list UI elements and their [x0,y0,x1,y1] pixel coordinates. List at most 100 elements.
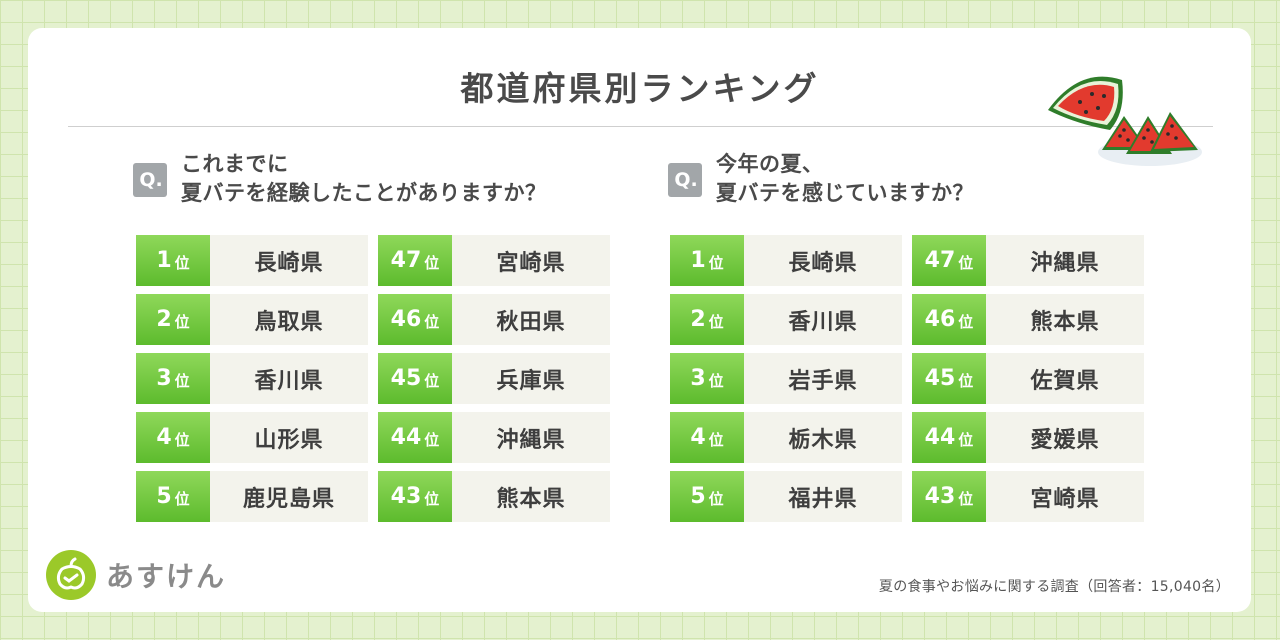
question-1-line1: これまでに [181,152,289,176]
rank-number: 45 [390,366,422,391]
prefecture-name: 香川県 [744,294,902,345]
prefecture-name: 沖縄県 [986,235,1144,286]
question-1-line2: 夏バテを経験したことがありますか？ [181,181,547,205]
ranking-row: 2 位 鳥取県 [136,294,368,345]
rank-suffix: 位 [958,372,974,390]
rank-suffix: 位 [424,490,440,508]
prefecture-name: 宮崎県 [452,235,610,286]
prefecture-name: 福井県 [744,471,902,522]
rank-number: 3 [690,366,706,391]
apple-logo-icon [46,550,96,600]
prefecture-name: 熊本県 [986,294,1144,345]
rank-number: 1 [690,248,706,273]
question-badge: Q. [668,163,702,197]
rank-number: 3 [156,366,172,391]
question-2-text: 今年の夏、 夏バテを感じていますか？ [716,150,974,208]
question-1: Q. これまでに 夏バテを経験したことがありますか？ [133,150,547,208]
rank-suffix: 位 [958,254,974,272]
ranking-row: 3 位岩手県 [670,353,902,404]
rank-suffix: 位 [174,254,190,272]
prefecture-name: 沖縄県 [452,412,610,463]
rank-suffix: 位 [424,254,440,272]
question-badge: Q. [133,163,167,197]
ranking-row: 1 位長崎県 [670,235,902,286]
prefecture-name: 愛媛県 [986,412,1144,463]
ranking-row: 44 位愛媛県 [912,412,1144,463]
ranking-row: 4 位山形県 [136,412,368,463]
rank-suffix: 位 [174,372,190,390]
ranking-row: 5 位福井県 [670,471,902,522]
rank-number: 47 [924,248,956,273]
rank-number: 44 [924,425,956,450]
prefecture-name: 兵庫県 [452,353,610,404]
rank-suffix: 位 [708,431,724,449]
rank-number: 5 [156,484,172,509]
rank-badge: 46 位 [912,294,986,345]
brand-logo: あすけん [46,550,226,600]
ranking-row: 44 位沖縄県 [378,412,610,463]
survey-1-bottom-ranking: 47 位宮崎県 46 位秋田県 45 位兵庫県 44 位沖縄県 43 位熊本県 [378,235,610,530]
survey-2-top-ranking: 1 位長崎県 2 位香川県 3 位岩手県 4 位栃木県 5 位福井県 [670,235,902,530]
title-divider [68,126,1213,127]
rank-number: 46 [390,307,422,332]
rank-suffix: 位 [958,490,974,508]
rank-suffix: 位 [708,313,724,331]
rank-suffix: 位 [424,372,440,390]
rank-badge: 45 位 [378,353,452,404]
logo-text: あすけん [106,560,227,593]
rank-badge: 47 位 [378,235,452,286]
question-1-text: これまでに 夏バテを経験したことがありますか？ [181,150,547,208]
prefecture-name: 長崎県 [210,235,368,286]
prefecture-name: 栃木県 [744,412,902,463]
rank-suffix: 位 [424,431,440,449]
rank-number: 43 [924,484,956,509]
ranking-row: 47 位沖縄県 [912,235,1144,286]
ranking-row: 46 位熊本県 [912,294,1144,345]
rank-badge: 43 位 [378,471,452,522]
survey-2-bottom-ranking: 47 位沖縄県 46 位熊本県 45 位佐賀県 44 位愛媛県 43 位宮崎県 [912,235,1144,530]
rank-suffix: 位 [174,313,190,331]
rank-badge: 47 位 [912,235,986,286]
rank-badge: 43 位 [912,471,986,522]
ranking-row: 3 位香川県 [136,353,368,404]
rank-suffix: 位 [708,254,724,272]
ranking-row: 43 位宮崎県 [912,471,1144,522]
prefecture-name: 鹿児島県 [210,471,368,522]
prefecture-name: 長崎県 [744,235,902,286]
rank-suffix: 位 [958,431,974,449]
question-2-line2: 夏バテを感じていますか？ [716,181,974,205]
prefecture-name: 岩手県 [744,353,902,404]
survey-footnote: 夏の食事やお悩みに関する調査（回答者：15,040名） [878,579,1230,595]
prefecture-name: 鳥取県 [210,294,368,345]
ranking-row: 43 位熊本県 [378,471,610,522]
ranking-row: 1 位長崎県 [136,235,368,286]
rank-suffix: 位 [708,490,724,508]
rank-suffix: 位 [424,313,440,331]
prefecture-name: 熊本県 [452,471,610,522]
ranking-row: 5 位鹿児島県 [136,471,368,522]
ranking-row: 45 位兵庫県 [378,353,610,404]
rank-suffix: 位 [174,431,190,449]
rank-number: 2 [156,307,172,332]
rank-badge: 46 位 [378,294,452,345]
rank-number: 45 [924,366,956,391]
survey-1-top-ranking: 1 位長崎県 2 位鳥取県 3 位香川県 4 位山形県 5 位鹿児島県 [136,235,368,530]
ranking-row: 2 位香川県 [670,294,902,345]
prefecture-name: 山形県 [210,412,368,463]
rank-badge: 45 位 [912,353,986,404]
rank-suffix: 位 [708,372,724,390]
ranking-row: 46 位秋田県 [378,294,610,345]
ranking-row: 47 位宮崎県 [378,235,610,286]
prefecture-name: 宮崎県 [986,471,1144,522]
ranking-row: 45 位佐賀県 [912,353,1144,404]
prefecture-name: 佐賀県 [986,353,1144,404]
question-2: Q. 今年の夏、 夏バテを感じていますか？ [668,150,974,208]
watermelon-icon [1048,76,1202,166]
